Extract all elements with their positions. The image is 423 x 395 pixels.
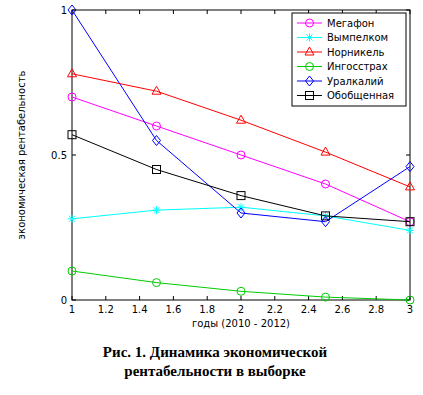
data-point xyxy=(322,217,330,227)
legend-line xyxy=(297,52,322,53)
y-tick xyxy=(406,10,410,11)
x-tick xyxy=(376,296,377,300)
legend-line xyxy=(297,66,322,67)
legend-marker xyxy=(306,19,314,27)
data-point xyxy=(237,287,245,295)
x-tick xyxy=(410,10,411,14)
data-point xyxy=(153,206,161,214)
legend-marker xyxy=(306,76,314,86)
data-point xyxy=(237,208,245,218)
x-tick xyxy=(274,10,275,14)
x-tick-label: 1.2 xyxy=(98,304,114,315)
x-tick-label: 1 xyxy=(69,304,75,315)
data-point xyxy=(153,136,161,146)
x-tick xyxy=(173,296,174,300)
legend-marker xyxy=(306,63,314,71)
data-point xyxy=(237,151,245,159)
legend-marker xyxy=(305,47,314,55)
y-tick-label: 1 xyxy=(61,5,67,16)
legend-label: Мегафон xyxy=(327,18,374,29)
x-tick-label: 2 xyxy=(238,304,244,315)
x-tick-label: 2.6 xyxy=(334,304,350,315)
data-point xyxy=(406,162,414,172)
x-tick-label: 1.4 xyxy=(132,304,148,315)
chart: 1 1.2 1.4 1.6 1.8 2 2.2 2.4 2.6 2.8 3 0 0.5 1 годы (20… xyxy=(0,0,423,340)
data-point xyxy=(68,93,76,101)
data-point xyxy=(321,147,330,155)
data-point xyxy=(406,226,414,234)
x-tick xyxy=(308,296,309,300)
x-tick xyxy=(173,10,174,14)
legend-line xyxy=(297,81,322,82)
data-point xyxy=(153,166,161,174)
x-tick-label: 2.4 xyxy=(301,304,317,315)
y-tick-label: 0.5 xyxy=(51,150,67,161)
legend-marker xyxy=(306,92,314,100)
data-point xyxy=(153,122,161,130)
series-line xyxy=(72,271,410,300)
legend-label: Уралкалий xyxy=(327,76,384,87)
series-line xyxy=(72,10,410,222)
series-line xyxy=(72,135,410,222)
data-point xyxy=(237,115,246,123)
y-tick xyxy=(72,155,76,156)
legend-label: Норникель xyxy=(327,47,385,58)
y-axis-label: экономическая рентабельность xyxy=(16,71,27,240)
x-tick-label: 2.2 xyxy=(267,304,283,315)
x-tick xyxy=(207,10,208,14)
x-tick-label: 1.8 xyxy=(199,304,215,315)
x-tick xyxy=(274,296,275,300)
data-point xyxy=(152,86,161,94)
x-tick xyxy=(139,296,140,300)
x-tick xyxy=(139,10,140,14)
legend-label: Обобщенная xyxy=(327,90,394,101)
data-point xyxy=(237,192,245,200)
x-tick xyxy=(72,296,73,300)
data-point xyxy=(322,180,330,188)
data-point xyxy=(153,279,161,287)
data-point xyxy=(68,215,76,223)
data-point xyxy=(322,212,330,220)
x-tick-label: 1.6 xyxy=(165,304,181,315)
series-line xyxy=(72,74,410,187)
plot-frame xyxy=(72,10,410,300)
x-tick-label: 2.8 xyxy=(368,304,384,315)
legend-marker xyxy=(306,34,314,42)
data-point xyxy=(406,182,415,190)
data-point xyxy=(68,131,76,139)
x-tick xyxy=(207,296,208,300)
y-tick xyxy=(406,155,410,156)
legend-label: Ингосстрах xyxy=(327,61,388,72)
data-point xyxy=(68,267,76,275)
legend-line xyxy=(297,23,322,24)
x-tick xyxy=(410,296,411,300)
legend: Мегафон Вымпелком Норникель Ингосстрах Уралк… xyxy=(292,13,406,106)
x-axis-label: годы (2010 - 2012) xyxy=(192,318,290,329)
plot-area xyxy=(68,5,415,304)
data-point xyxy=(68,5,76,15)
y-tick-label: 0 xyxy=(61,295,67,306)
data-point xyxy=(322,293,330,301)
series-line xyxy=(72,97,410,222)
x-tick xyxy=(105,10,106,14)
data-point xyxy=(406,296,414,304)
data-point xyxy=(406,218,414,226)
legend-line xyxy=(297,95,322,96)
x-tick xyxy=(105,296,106,300)
legend-box xyxy=(292,13,406,106)
x-tick-label: 3 xyxy=(407,304,413,315)
caption: Рис. 1. Динамика экономической рентабель… xyxy=(70,343,360,381)
x-tick xyxy=(241,296,242,300)
legend-label: Вымпелком xyxy=(327,32,388,43)
y-tick xyxy=(72,300,76,301)
data-point xyxy=(68,69,77,77)
x-tick xyxy=(241,10,242,14)
